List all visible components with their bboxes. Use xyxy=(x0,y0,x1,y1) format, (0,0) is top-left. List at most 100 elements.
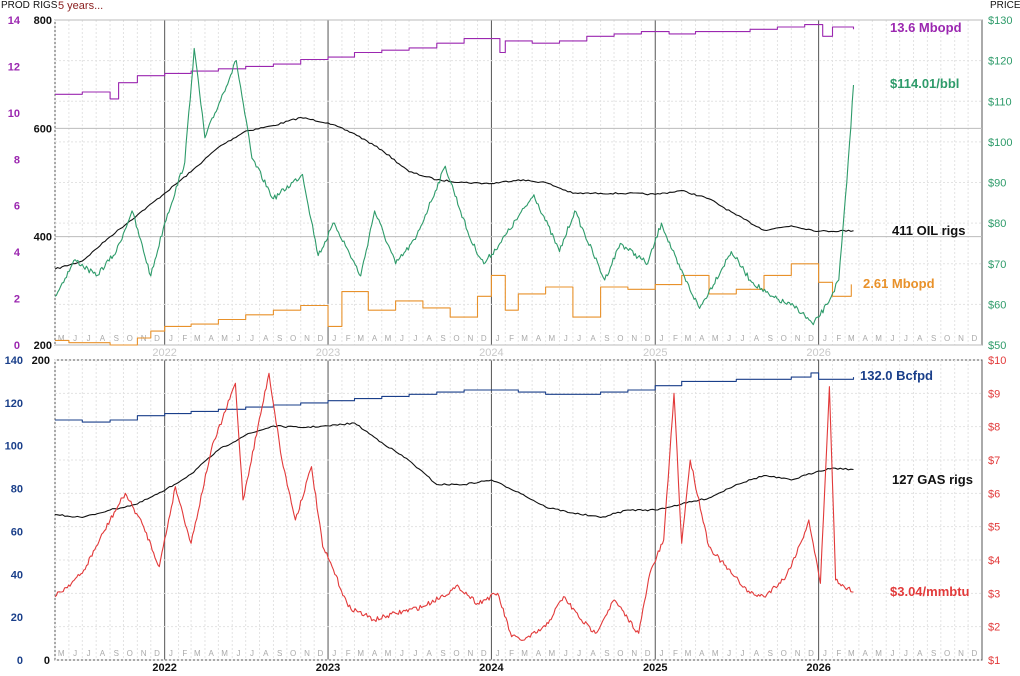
month-tick-label: S xyxy=(768,649,773,658)
month-tick-label: O xyxy=(290,334,296,343)
month-tick-label: J xyxy=(741,649,745,658)
month-tick-label: M xyxy=(194,334,201,343)
month-tick-label: A xyxy=(372,649,378,658)
month-tick-label: J xyxy=(823,649,827,658)
gas-rigs-series-label: 127 GAS rigs xyxy=(892,472,973,487)
rigs-tick-label: 0 xyxy=(44,655,50,667)
month-tick-label: M xyxy=(875,334,882,343)
prod-tick-label: 8 xyxy=(14,154,20,166)
month-tick-label: A xyxy=(917,649,923,658)
month-tick-label: F xyxy=(673,334,678,343)
range-label[interactable]: 5 years... xyxy=(58,0,103,12)
month-tick-label: N xyxy=(795,334,801,343)
month-tick-label: F xyxy=(346,334,351,343)
month-tick-label: D xyxy=(481,334,487,343)
month-tick-label: O xyxy=(944,649,950,658)
month-tick-label: J xyxy=(169,334,173,343)
gas-price-series-label: $3.04/mmbtu xyxy=(890,584,970,599)
price-tick-label: $3 xyxy=(988,588,1000,600)
month-tick-label: A xyxy=(754,649,760,658)
price-tick-label: $2 xyxy=(988,622,1000,634)
year-tick-label: 2025 xyxy=(643,347,667,359)
prod-tick-label: 120 xyxy=(5,398,23,410)
price-tick-label: $50 xyxy=(988,340,1006,352)
prod-tick-label: 0 xyxy=(17,655,23,667)
month-tick-label: M xyxy=(221,334,228,343)
year-tick-label: 2022 xyxy=(152,347,176,359)
prod-tick-label: 20 xyxy=(11,612,23,624)
month-tick-label: A xyxy=(536,334,542,343)
month-tick-label: M xyxy=(848,649,855,658)
month-tick-label: O xyxy=(781,649,787,658)
prod-tick-label: 40 xyxy=(11,569,23,581)
month-tick-label: D xyxy=(154,334,160,343)
month-tick-label: J xyxy=(890,334,894,343)
month-tick-label: M xyxy=(549,334,556,343)
month-tick-label: F xyxy=(182,334,187,343)
month-tick-label: A xyxy=(699,334,705,343)
month-tick-label: A xyxy=(427,649,433,658)
gas-prod-series-label: 132.0 Bcfpd xyxy=(860,368,933,383)
month-tick-label: M xyxy=(875,649,882,658)
prod-tick-label: 100 xyxy=(5,441,23,453)
oil-price-series-line xyxy=(54,47,855,326)
prod-tick-label: 60 xyxy=(11,526,23,538)
month-tick-label: J xyxy=(727,334,731,343)
prod-tick-label: 80 xyxy=(11,484,23,496)
year-tick-label: 2025 xyxy=(643,662,667,674)
year-tick-label: 2026 xyxy=(806,662,830,674)
month-tick-label: A xyxy=(263,334,269,343)
month-tick-label: J xyxy=(727,649,731,658)
month-tick-label: M xyxy=(385,649,392,658)
month-tick-label: J xyxy=(741,334,745,343)
price-tick-label: $120 xyxy=(988,56,1012,68)
month-tick-label: M xyxy=(58,649,65,658)
month-tick-label: D xyxy=(154,649,160,658)
month-tick-label: F xyxy=(509,334,514,343)
month-tick-label: A xyxy=(754,334,760,343)
month-tick-label: M xyxy=(712,334,719,343)
price-tick-label: $4 xyxy=(988,555,1000,567)
month-tick-label: S xyxy=(931,334,936,343)
month-tick-label: M xyxy=(521,334,528,343)
month-tick-label: F xyxy=(836,649,841,658)
month-tick-label: J xyxy=(87,334,91,343)
month-tick-label: N xyxy=(141,649,147,658)
month-tick-label: J xyxy=(250,649,254,658)
month-tick-label: O xyxy=(617,649,623,658)
gas-prod-series-line xyxy=(55,372,855,423)
price-tick-label: $70 xyxy=(988,259,1006,271)
month-tick-label: N xyxy=(958,649,964,658)
month-tick-label: J xyxy=(660,334,664,343)
month-tick-label: J xyxy=(890,649,894,658)
month-tick-label: S xyxy=(440,334,445,343)
month-tick-label: F xyxy=(836,334,841,343)
price-tick-label: $9 xyxy=(988,388,1000,400)
prod-tick-label: 2 xyxy=(14,294,20,306)
month-tick-label: J xyxy=(73,334,77,343)
prod-tick-label: 12 xyxy=(8,61,20,73)
prod-tick-label: 10 xyxy=(8,108,20,120)
price-tick-label: $10 xyxy=(988,355,1006,367)
month-tick-label: S xyxy=(277,334,282,343)
month-tick-label: M xyxy=(221,649,228,658)
month-tick-label: J xyxy=(400,649,404,658)
month-tick-label: F xyxy=(509,649,514,658)
month-tick-label: D xyxy=(645,334,651,343)
month-tick-label: F xyxy=(182,649,187,658)
month-tick-label: M xyxy=(357,649,364,658)
month-tick-label: A xyxy=(209,334,215,343)
year-tick-label: 2024 xyxy=(479,347,503,359)
prod-tick-label: 6 xyxy=(14,201,20,213)
prod-tick-label: 4 xyxy=(14,247,21,259)
month-tick-label: O xyxy=(127,649,133,658)
month-tick-label: J xyxy=(564,334,568,343)
gas-rigs-series-line xyxy=(54,422,854,519)
month-tick-label: D xyxy=(808,334,814,343)
month-tick-label: M xyxy=(385,334,392,343)
rigs-tick-label: 200 xyxy=(32,355,50,367)
price-axis-header: PRICE xyxy=(990,0,1020,11)
month-tick-label: O xyxy=(453,334,459,343)
rigs-tick-label: 800 xyxy=(34,15,52,27)
